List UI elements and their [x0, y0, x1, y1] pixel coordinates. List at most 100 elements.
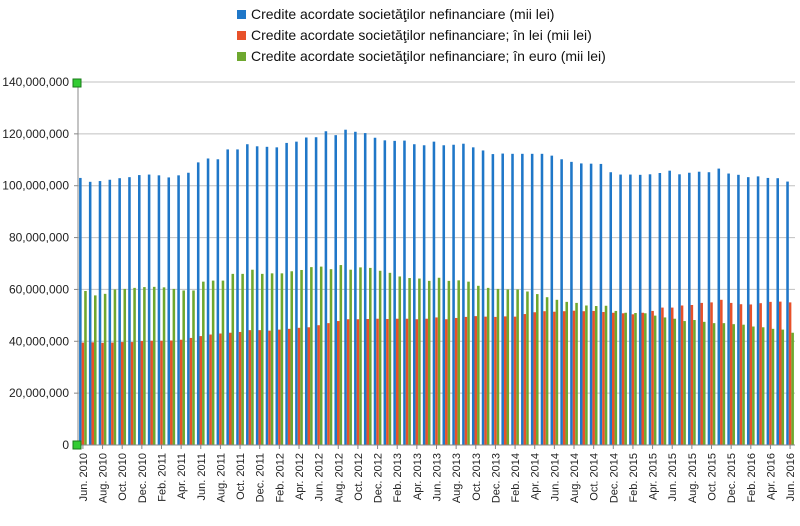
bar — [688, 172, 691, 445]
bar — [206, 158, 210, 446]
bar — [307, 327, 311, 445]
bar — [778, 301, 782, 445]
bar — [543, 311, 546, 445]
bar — [304, 137, 308, 446]
bar — [290, 271, 293, 445]
bar — [562, 311, 566, 445]
bar — [506, 289, 510, 445]
x-tick-label: Feb. 2015 — [628, 453, 640, 503]
bar — [295, 141, 298, 445]
bar — [791, 332, 794, 445]
bar — [327, 323, 330, 445]
bar — [405, 318, 409, 445]
bar — [680, 305, 684, 445]
series-2 — [84, 265, 794, 445]
x-tick-label: Dec. 2015 — [726, 453, 738, 503]
bar — [511, 153, 514, 445]
x-tick-label: Apr. 2016 — [765, 453, 777, 500]
bar — [196, 162, 200, 445]
bar — [710, 302, 713, 445]
x-axis: Jun. 2010 Aug. 2010 Oct. 2010 Dec. 2010 Feb.… — [78, 445, 797, 503]
x-tick-label: Oct. 2015 — [707, 453, 719, 501]
bar — [265, 146, 269, 445]
bar — [462, 143, 465, 445]
bar — [717, 168, 721, 445]
x-tick-label: Jun. 2010 — [78, 453, 90, 501]
bar — [140, 341, 144, 445]
bar — [602, 311, 605, 445]
bar — [477, 285, 480, 445]
bar — [582, 311, 586, 445]
x-tick-label: Aug. 2010 — [98, 453, 110, 503]
legend-swatch-2 — [237, 52, 246, 61]
bar — [130, 342, 134, 445]
x-tick-label: Jun. 2016 — [785, 453, 797, 501]
bar — [363, 133, 367, 445]
bar — [580, 163, 583, 446]
bar — [553, 311, 556, 445]
x-tick-label: Feb. 2012 — [274, 453, 286, 503]
bar — [739, 304, 743, 445]
bar — [678, 174, 681, 445]
bar — [344, 129, 347, 445]
bar — [658, 173, 662, 445]
bar — [337, 321, 340, 445]
y-tick-label: 80,000,000 — [9, 231, 69, 245]
selection-handle-bottom — [72, 440, 82, 450]
bar — [786, 181, 789, 445]
bar — [427, 280, 431, 445]
x-tick-label: Dec. 2014 — [608, 453, 620, 503]
bar — [693, 320, 696, 445]
legend-label-1: Credite acordate societăţilor nefinancia… — [251, 27, 592, 43]
bar — [177, 175, 180, 445]
bar — [376, 318, 379, 445]
bar — [599, 163, 603, 445]
bar — [120, 342, 124, 445]
bar — [545, 297, 549, 445]
bar — [88, 181, 92, 445]
x-tick-label: Jun. 2014 — [549, 453, 561, 501]
bar — [788, 302, 792, 445]
bar — [354, 131, 357, 445]
bar — [550, 155, 554, 445]
bar — [275, 147, 279, 445]
x-tick-label: Oct. 2013 — [471, 453, 483, 501]
bar — [614, 310, 618, 445]
bar — [403, 140, 406, 445]
bar — [211, 280, 215, 445]
x-tick-label: Jun. 2015 — [667, 453, 679, 501]
legend-label-0: Credite acordate societăţilor nefinancia… — [251, 6, 554, 22]
bar — [526, 291, 529, 445]
bar — [103, 293, 107, 445]
bar — [366, 318, 370, 445]
x-tick-label: Dec. 2013 — [490, 453, 502, 503]
bar — [442, 145, 446, 445]
bar — [457, 280, 460, 445]
bar — [752, 326, 755, 445]
bar — [170, 340, 173, 445]
x-tick-label: Aug. 2013 — [451, 453, 463, 503]
bar — [624, 312, 627, 445]
bar — [702, 321, 706, 445]
bar — [481, 150, 485, 445]
bar — [749, 304, 753, 445]
series-1 — [81, 299, 792, 445]
x-tick-label: Apr. 2014 — [530, 453, 542, 500]
bar — [378, 270, 382, 445]
bar — [560, 159, 563, 445]
bar — [572, 310, 576, 445]
bar — [565, 301, 569, 445]
x-tick-label: Apr. 2015 — [648, 453, 660, 500]
bar — [187, 172, 190, 445]
bar — [722, 323, 726, 445]
bar — [766, 177, 770, 445]
y-tick-label: 100,000,000 — [2, 179, 69, 193]
bar — [415, 319, 419, 445]
bar — [339, 265, 343, 445]
bar — [268, 330, 271, 445]
bar — [432, 141, 436, 445]
bar — [422, 145, 426, 445]
bars — [79, 129, 794, 446]
bar — [769, 301, 772, 445]
